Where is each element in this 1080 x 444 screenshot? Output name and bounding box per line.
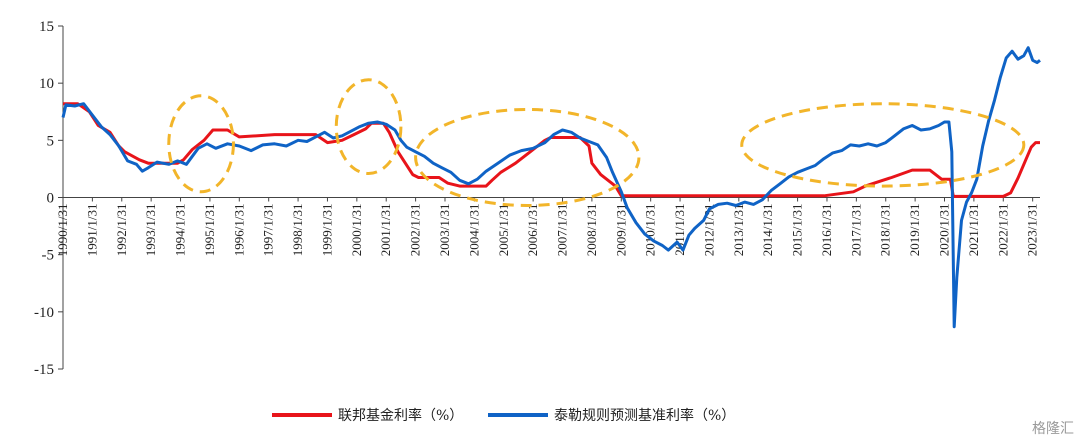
x-tick-label: 1993/1/31 — [143, 204, 158, 257]
x-tick-label: 2001/1/31 — [378, 204, 393, 257]
x-tick-label: 1994/1/31 — [173, 204, 188, 257]
x-tick-label: 2000/1/31 — [349, 204, 364, 257]
x-tick-label: 2014/1/31 — [760, 204, 775, 257]
highlight-ellipse — [334, 78, 403, 175]
x-axis-ticks: 1990/1/31 1991/1/31 1992/1/31 1993/1/31 1994… — [55, 197, 1040, 257]
y-tick-label: -10 — [34, 305, 54, 321]
y-tick-label: 15 — [39, 19, 54, 35]
x-tick-label: 1992/1/31 — [114, 204, 129, 257]
x-tick-label: 2004/1/31 — [466, 204, 481, 257]
x-tick-label: 2007/1/31 — [555, 204, 570, 257]
x-tick-label: 2008/1/31 — [584, 204, 599, 257]
x-tick-label: 2002/1/31 — [408, 204, 423, 257]
x-tick-label: 2017/1/31 — [848, 204, 863, 257]
x-tick-label: 2009/1/31 — [613, 204, 628, 257]
x-tick-label: 1996/1/31 — [231, 204, 246, 257]
watermark-logo: 格隆汇 — [1032, 421, 1074, 437]
x-tick-label: 2016/1/31 — [819, 204, 834, 257]
highlight-ellipse — [167, 94, 235, 194]
series-lines — [61, 46, 1041, 329]
x-tick-label: 2005/1/31 — [496, 204, 511, 257]
x-tick-label: 1997/1/31 — [261, 204, 276, 257]
legend: 联邦基金利率（%） 泰勒规则预测基准利率（%） — [272, 407, 735, 424]
x-tick-label: 2006/1/31 — [525, 204, 540, 257]
x-tick-label: 2023/1/31 — [1025, 204, 1040, 257]
x-tick-label: 1995/1/31 — [202, 204, 217, 257]
highlight-ellipse — [740, 102, 1026, 188]
y-tick-label: 5 — [47, 133, 55, 149]
highlight-ellipse — [414, 107, 641, 208]
x-tick-label: 2015/1/31 — [790, 204, 805, 257]
x-tick-label: 2021/1/31 — [966, 204, 981, 257]
x-tick-label: 1991/1/31 — [84, 204, 99, 257]
taylor-rule-rate-line — [61, 46, 1041, 329]
x-tick-label: 1998/1/31 — [290, 204, 305, 257]
x-tick-label: 2003/1/31 — [437, 204, 452, 257]
x-tick-label: 2010/1/31 — [643, 204, 658, 257]
legend-label-taylor: 泰勒规则预测基准利率（%） — [554, 407, 735, 424]
highlight-ellipses — [167, 78, 1026, 208]
x-tick-label: 2013/1/31 — [731, 204, 746, 257]
x-tick-label: 2018/1/31 — [878, 204, 893, 257]
fed-funds-rate-line — [63, 102, 1040, 198]
y-tick-label: -5 — [42, 248, 55, 264]
y-tick-label: 10 — [39, 76, 54, 92]
x-tick-label: 2022/1/31 — [995, 204, 1010, 257]
y-tick-label: 0 — [47, 191, 55, 207]
x-tick-label: 1999/1/31 — [319, 204, 334, 257]
x-tick-label: 2020/1/31 — [937, 204, 952, 257]
x-tick-label: 2019/1/31 — [907, 204, 922, 257]
legend-label-fed-funds: 联邦基金利率（%） — [338, 407, 463, 424]
y-axis-ticks: -15 -10 -5 0 5 10 15 — [34, 19, 63, 378]
x-tick-label: 1990/1/31 — [55, 204, 70, 257]
y-tick-label: -15 — [34, 362, 54, 378]
